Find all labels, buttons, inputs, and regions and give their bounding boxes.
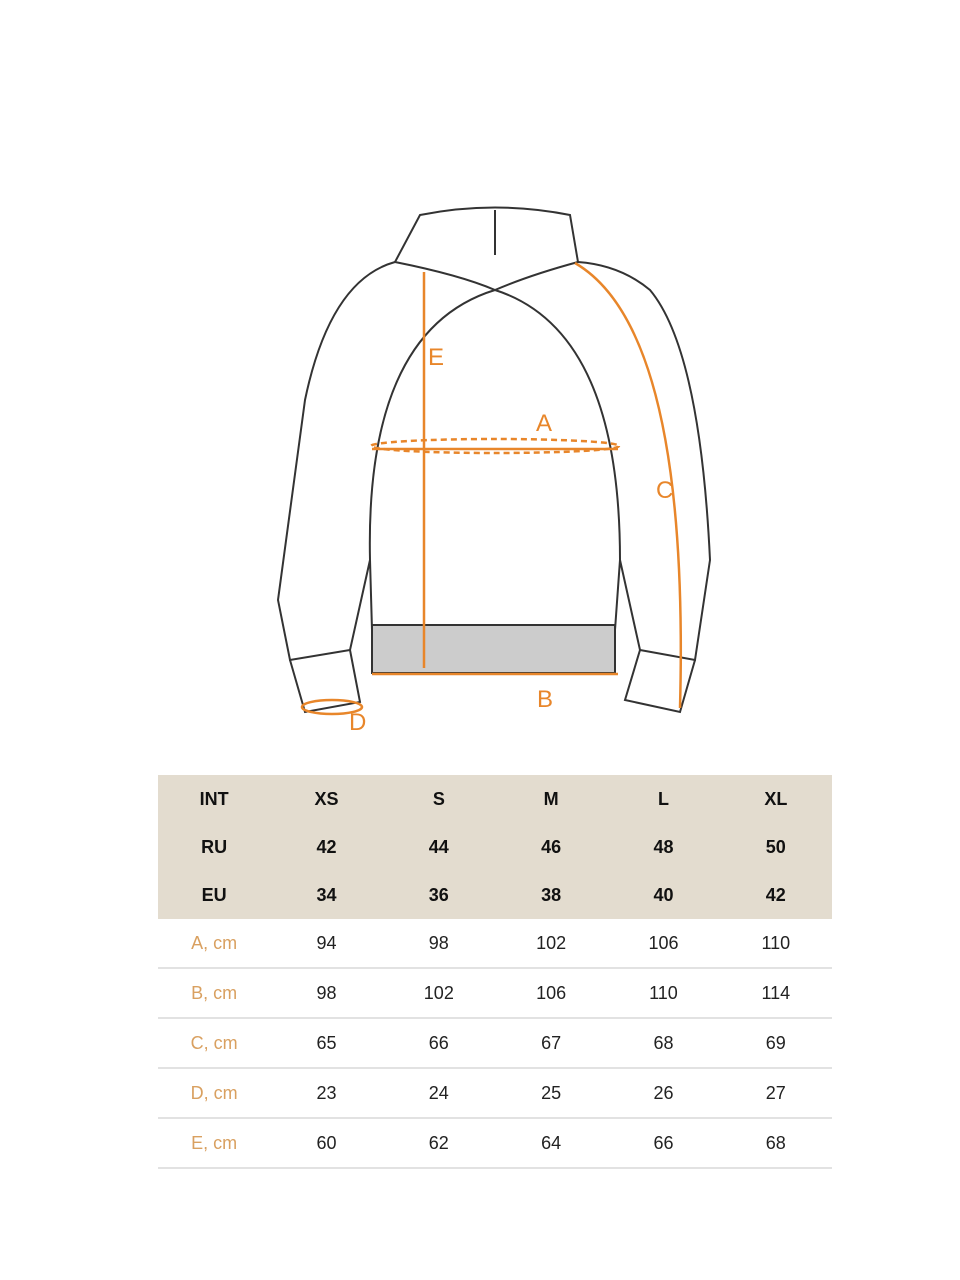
row-label: B, cm <box>158 968 271 1019</box>
label-a: A <box>536 410 552 437</box>
measurement-row: B, cm 98 102 106 110 114 <box>158 968 832 1019</box>
size-value: 102 <box>494 919 608 969</box>
size-value: 94 <box>270 919 383 969</box>
measurement-row: D, cm 23 24 25 26 27 <box>158 1068 832 1119</box>
measurement-lines <box>300 261 683 716</box>
row-label: EU <box>158 871 271 919</box>
size-value: 68 <box>719 1118 832 1169</box>
label-b: B <box>537 686 553 713</box>
hoodie-measurement-diagram: E A C B D <box>276 206 712 736</box>
size-value: 62 <box>382 1118 495 1169</box>
measurement-row: C, cm 65 66 67 68 69 <box>158 1018 832 1069</box>
label-c: C <box>656 477 673 504</box>
size-value: XS <box>270 775 383 823</box>
size-value: 110 <box>719 919 832 969</box>
size-value: 23 <box>270 1068 383 1119</box>
size-system-row: RU 42 44 46 48 50 <box>158 823 832 871</box>
hoodie-outline <box>276 206 712 714</box>
size-value: 67 <box>494 1018 608 1069</box>
size-value: 69 <box>719 1018 832 1069</box>
size-value: M <box>494 775 608 823</box>
size-table: INT XS S M L XL RU 42 44 46 48 50 EU 34 36 38 40 42 A, cm 9… <box>158 775 832 1169</box>
size-value: 65 <box>270 1018 383 1069</box>
row-label: D, cm <box>158 1068 271 1119</box>
measurement-row: A, cm 94 98 102 106 110 <box>158 919 832 969</box>
size-value: XL <box>719 775 832 823</box>
row-label: RU <box>158 823 271 871</box>
size-value: 34 <box>270 871 383 919</box>
row-label: INT <box>158 775 271 823</box>
size-system-row: INT XS S M L XL <box>158 775 832 823</box>
size-value: 64 <box>494 1118 608 1169</box>
measurement-row: E, cm 60 62 64 66 68 <box>158 1118 832 1169</box>
size-value: 106 <box>494 968 608 1019</box>
label-d: D <box>349 709 366 736</box>
size-value: 27 <box>719 1068 832 1119</box>
size-value: 114 <box>719 968 832 1019</box>
size-value: 38 <box>494 871 608 919</box>
size-value: 40 <box>607 871 720 919</box>
size-value: 66 <box>382 1018 495 1069</box>
size-value: 42 <box>270 823 383 871</box>
size-value: 44 <box>382 823 495 871</box>
size-value: 106 <box>607 919 720 969</box>
size-value: 60 <box>270 1118 383 1169</box>
size-value: 66 <box>607 1118 720 1169</box>
size-value: 48 <box>607 823 720 871</box>
size-value: 36 <box>382 871 495 919</box>
waistband <box>371 624 616 674</box>
size-value: 46 <box>494 823 608 871</box>
size-value: 50 <box>719 823 832 871</box>
size-value: L <box>607 775 720 823</box>
size-value: 68 <box>607 1018 720 1069</box>
size-value: 98 <box>382 919 495 969</box>
size-value: 42 <box>719 871 832 919</box>
size-value: 26 <box>607 1068 720 1119</box>
size-value: 110 <box>607 968 720 1019</box>
size-value: S <box>382 775 495 823</box>
size-system-row: EU 34 36 38 40 42 <box>158 871 832 919</box>
size-value: 24 <box>382 1068 495 1119</box>
size-value: 102 <box>382 968 495 1019</box>
row-label: C, cm <box>158 1018 271 1069</box>
label-e: E <box>428 344 444 371</box>
size-value: 98 <box>270 968 383 1019</box>
row-label: A, cm <box>158 919 271 969</box>
row-label: E, cm <box>158 1118 271 1169</box>
size-value: 25 <box>494 1068 608 1119</box>
